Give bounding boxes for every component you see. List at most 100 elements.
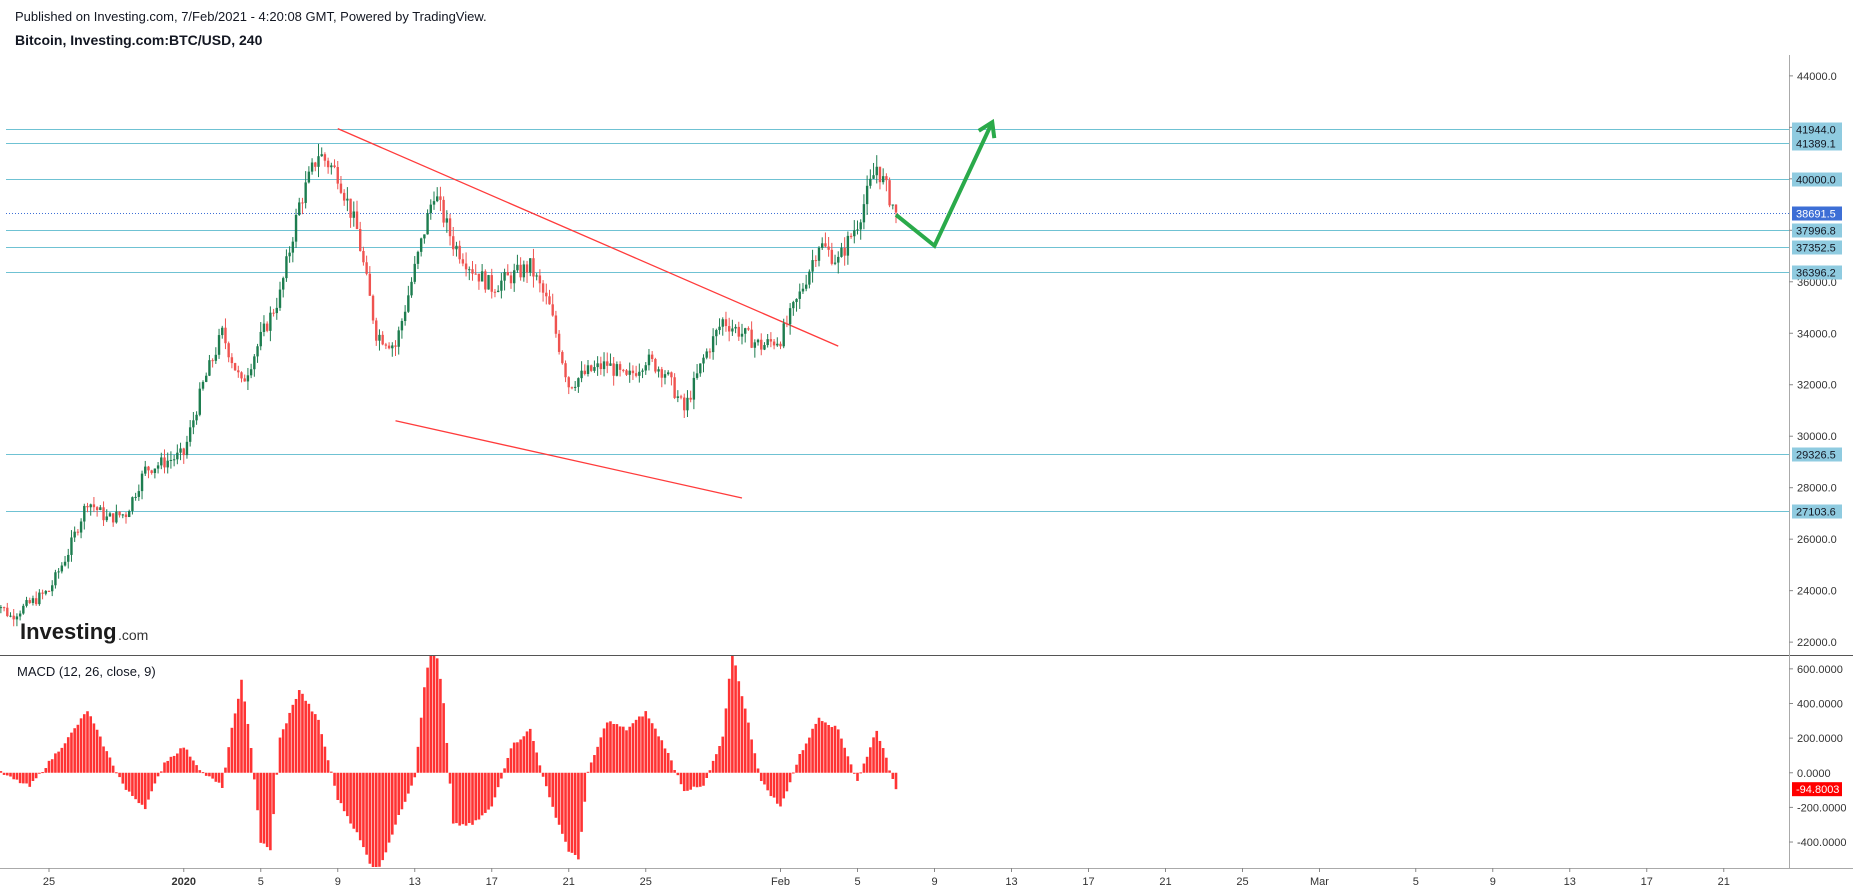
macd-bar xyxy=(188,756,192,773)
candle-body xyxy=(792,302,795,309)
candle xyxy=(731,319,734,336)
macd-bar xyxy=(333,772,336,786)
macd-bar xyxy=(163,762,166,773)
x-tick-label: 17 xyxy=(1641,876,1653,888)
candle xyxy=(83,503,86,530)
candle xyxy=(715,328,718,346)
candle-body xyxy=(384,344,388,346)
candle xyxy=(410,277,413,298)
macd-bar xyxy=(230,727,234,773)
candle-body xyxy=(317,156,320,167)
macd-bar xyxy=(265,772,269,848)
candle xyxy=(131,496,134,515)
x-tick-label: 2020 xyxy=(172,876,196,888)
macd-bar xyxy=(330,771,333,773)
candle xyxy=(272,308,275,317)
candle xyxy=(493,288,497,298)
candle xyxy=(95,506,99,517)
macd-bar xyxy=(621,726,625,773)
macd-bar xyxy=(612,723,615,773)
macd-bar xyxy=(525,731,529,773)
macd-bar xyxy=(580,772,583,832)
candle-body xyxy=(137,491,141,497)
candle-body xyxy=(689,397,692,400)
candle-body xyxy=(18,613,22,617)
candle-body xyxy=(811,260,814,272)
candle xyxy=(22,603,25,615)
macd-bar xyxy=(471,772,474,825)
candle xyxy=(564,360,567,383)
candle-body xyxy=(837,256,840,263)
candle xyxy=(766,334,769,348)
macd-tick-label: 600.0000 xyxy=(1797,664,1843,676)
macd-bar xyxy=(22,772,25,784)
candle xyxy=(782,318,785,349)
macd-bar xyxy=(666,752,670,773)
macd-bar xyxy=(557,772,561,825)
candle xyxy=(785,315,789,328)
candle xyxy=(487,274,490,290)
candle-body xyxy=(853,230,856,237)
candle xyxy=(28,597,31,605)
candle xyxy=(580,361,583,383)
candle xyxy=(233,362,237,371)
candle xyxy=(599,356,603,375)
macd-bar xyxy=(500,772,503,779)
candle xyxy=(583,364,586,376)
candle xyxy=(734,324,737,334)
macd-bar xyxy=(397,772,401,815)
y-tick-label: 22000.0 xyxy=(1797,637,1837,649)
macd-last-tag: -94.8003 xyxy=(1792,782,1842,797)
macd-bar xyxy=(708,770,712,773)
macd-bar xyxy=(888,770,891,773)
candle-body xyxy=(650,354,654,360)
macd-bar xyxy=(34,772,38,779)
candle-body xyxy=(416,251,420,264)
macd-bar xyxy=(763,772,766,785)
candle-body xyxy=(795,298,798,303)
level-tag-4-bg xyxy=(1792,240,1842,255)
candle xyxy=(12,609,15,627)
candle-body xyxy=(233,363,237,371)
projection-arrow-head xyxy=(977,118,997,139)
candle xyxy=(6,602,9,618)
candle xyxy=(400,318,404,339)
x-tick-label: 21 xyxy=(1718,876,1730,888)
candle-body xyxy=(359,228,362,251)
candle-body xyxy=(676,396,680,398)
candle xyxy=(256,343,259,363)
y-tick-label: 44000.0 xyxy=(1797,71,1837,83)
candle xyxy=(557,330,561,355)
macd-bar xyxy=(60,747,64,773)
candle xyxy=(333,159,336,169)
candle-body xyxy=(394,345,397,347)
x-tick-label: 13 xyxy=(1564,876,1576,888)
macd-bar xyxy=(390,772,394,835)
candle-body xyxy=(814,260,817,262)
macd-bar xyxy=(792,772,795,774)
candle-body xyxy=(407,295,410,312)
macd-bar xyxy=(5,772,9,776)
candle-body xyxy=(875,166,878,176)
candle xyxy=(323,152,327,167)
macd-bar xyxy=(551,772,555,807)
candle xyxy=(532,248,535,288)
candle-body xyxy=(667,372,670,375)
candle xyxy=(102,501,105,526)
candle-body xyxy=(573,386,577,388)
macd-bar xyxy=(115,772,118,774)
candle xyxy=(769,332,773,348)
candle-body xyxy=(51,585,54,592)
last-price-tag-bg xyxy=(1792,206,1842,221)
candle xyxy=(436,187,439,203)
macd-bar xyxy=(657,736,660,773)
macd-bar xyxy=(541,772,545,777)
candle xyxy=(833,254,837,266)
candle-body xyxy=(156,465,160,469)
candle xyxy=(269,306,272,342)
candle xyxy=(156,462,160,474)
candle-body xyxy=(580,370,583,379)
level-tag-2-text: 40000.0 xyxy=(1796,175,1836,187)
macd-histogram xyxy=(0,656,898,867)
